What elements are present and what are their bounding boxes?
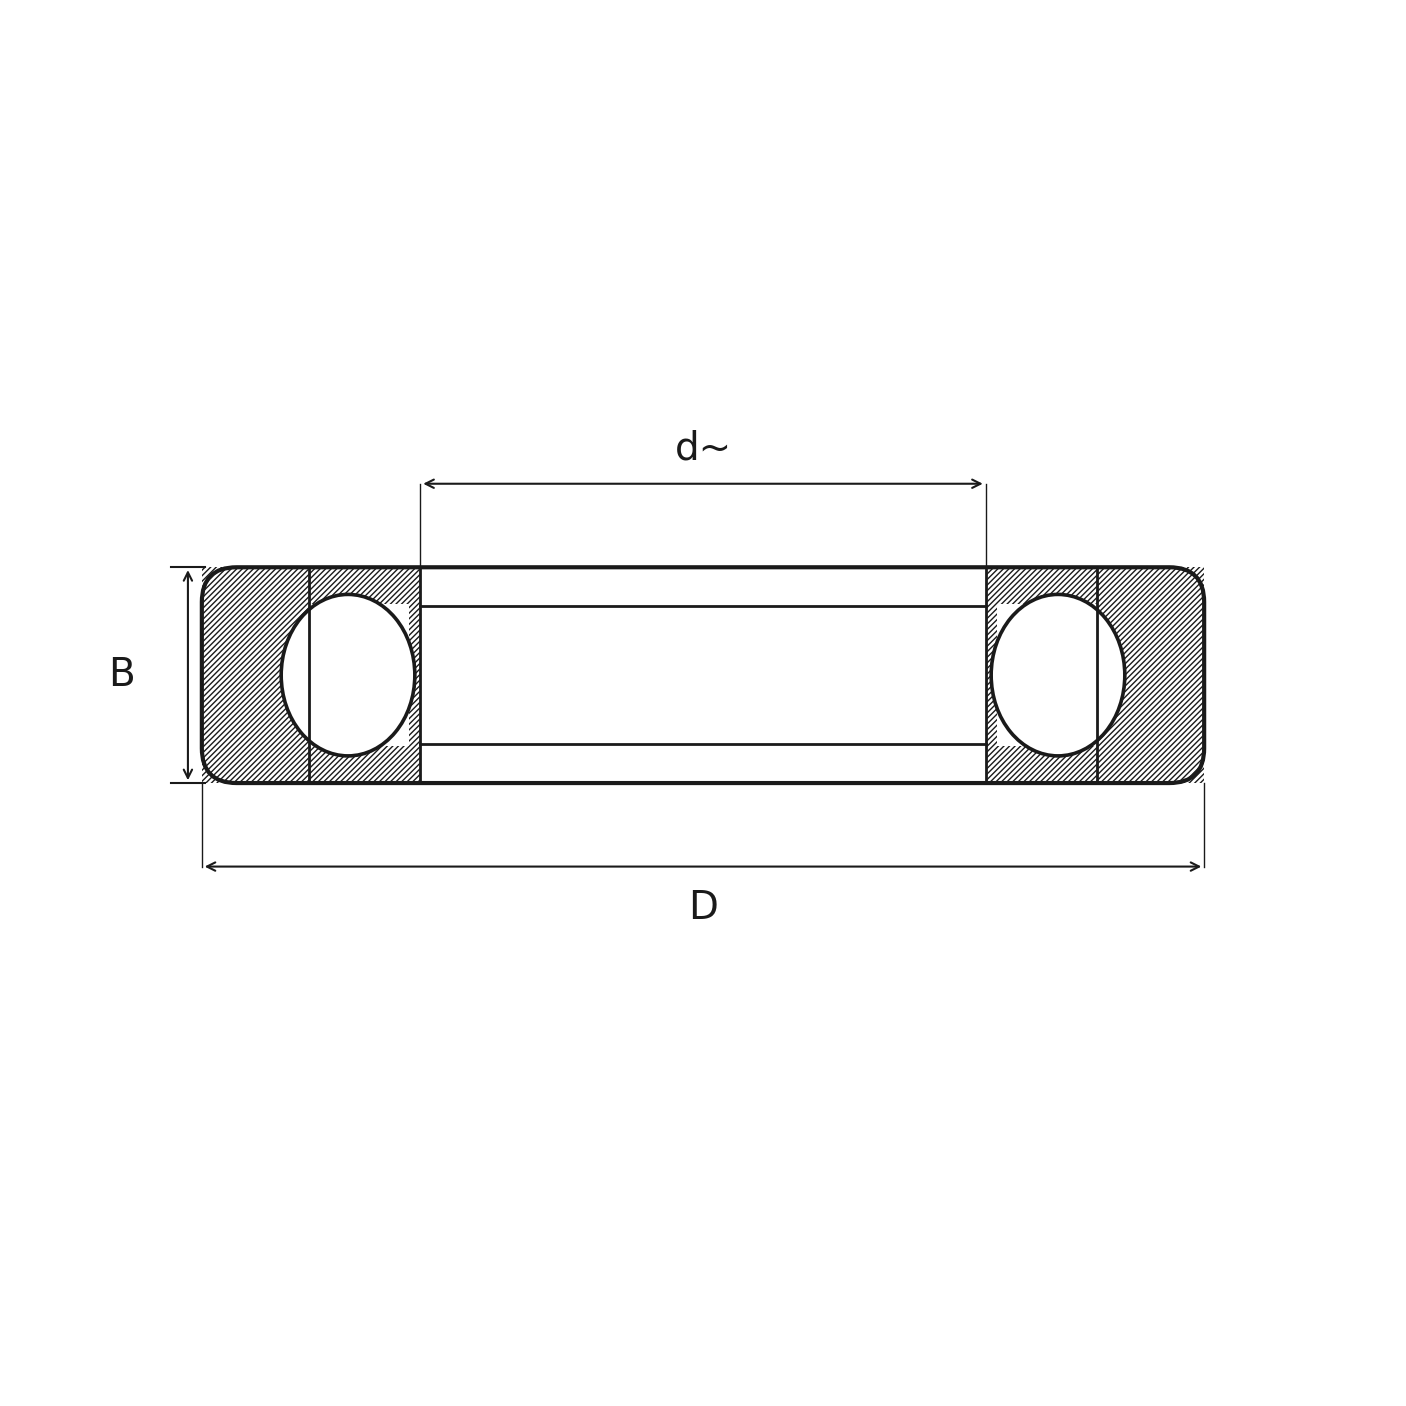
Text: B: B <box>108 657 135 695</box>
Bar <box>986 567 997 783</box>
Bar <box>1097 567 1119 783</box>
Text: D: D <box>688 890 718 928</box>
Bar <box>309 567 420 605</box>
Bar <box>287 567 309 783</box>
Bar <box>409 567 420 783</box>
Ellipse shape <box>991 595 1125 756</box>
Bar <box>309 747 420 783</box>
Bar <box>1097 567 1204 783</box>
Text: d~: d~ <box>675 430 731 468</box>
Bar <box>986 567 1097 605</box>
Bar <box>986 747 1097 783</box>
Bar <box>202 567 309 783</box>
FancyBboxPatch shape <box>202 567 1204 783</box>
Ellipse shape <box>281 595 415 756</box>
